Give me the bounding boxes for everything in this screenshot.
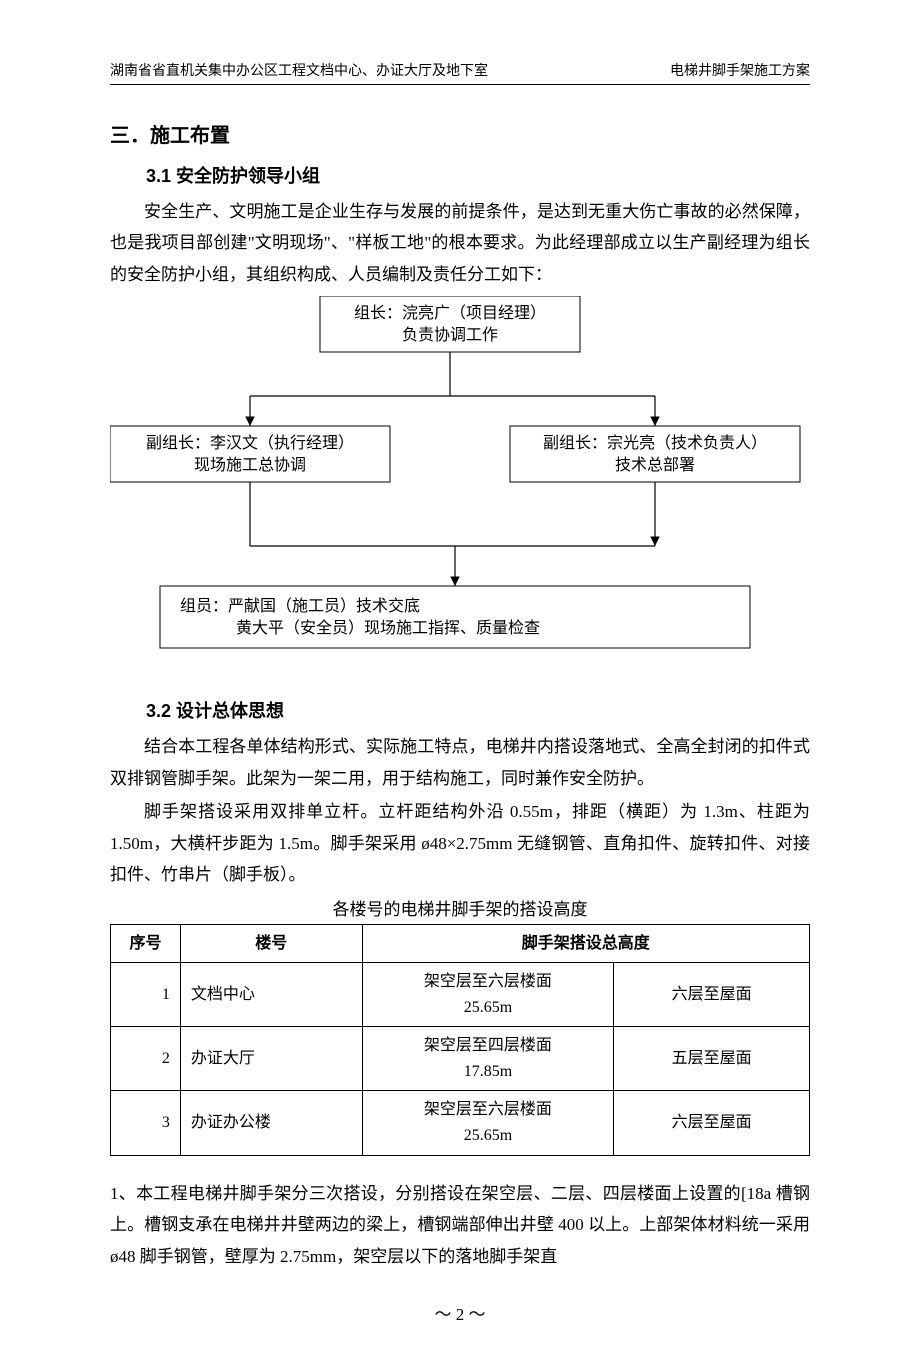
table-row: 3办证办公楼架空层至六层楼面25.65m六层至屋面	[111, 1091, 810, 1155]
cell-building: 办证大厅	[180, 1027, 362, 1091]
section-3-title: 三．施工布置	[110, 119, 810, 148]
table-header-row: 序号 楼号 脚手架搭设总高度	[111, 924, 810, 963]
note-1: 1、本工程电梯井脚手架分三次搭设，分别搭设在架空层、二层、四层楼面上设置的[18…	[110, 1178, 810, 1272]
cell-building: 办证办公楼	[180, 1091, 362, 1155]
cell-seq: 3	[111, 1091, 181, 1155]
page-footer: ～ 2 ～	[110, 1300, 810, 1325]
org-node-left: 副组长：李汉文（执行经理） 现场施工总协调	[110, 426, 390, 482]
svg-text:组长：浣亮广（项目经理）: 组长：浣亮广（项目经理）	[354, 304, 546, 322]
svg-text:副组长：李汉文（执行经理）: 副组长：李汉文（执行经理）	[146, 434, 354, 452]
section-3-1-title: 3.1 安全防护领导小组	[110, 162, 810, 188]
col-building: 楼号	[180, 924, 362, 963]
table-row: 1文档中心架空层至六层楼面25.65m六层至屋面	[111, 963, 810, 1027]
section-3-2-para-1: 结合本工程各单体结构形式、实际施工特点，电梯井内搭设落地式、全高全封闭的扣件式双…	[110, 731, 810, 794]
section-3-2-title: 3.2 设计总体思想	[110, 697, 810, 723]
cell-height-1: 架空层至四层楼面17.85m	[362, 1027, 614, 1091]
section-3-1-paragraph: 安全生产、文明施工是企业生存与发展的前提条件，是达到无重大伤亡事故的必然保障，也…	[110, 196, 810, 290]
org-node-leader: 组长：浣亮广（项目经理） 负责协调工作	[320, 296, 580, 352]
header-left: 湖南省省直机关集中办公区工程文档中心、办证大厅及地下室	[110, 60, 488, 80]
org-chart: 组长：浣亮广（项目经理）负责协调工作副组长：李汉文（执行经理）现场施工总协调副组…	[110, 296, 810, 671]
svg-text:负责协调工作: 负责协调工作	[402, 326, 498, 344]
cell-seq: 1	[111, 963, 181, 1027]
scaffold-height-table: 序号 楼号 脚手架搭设总高度 1文档中心架空层至六层楼面25.65m六层至屋面2…	[110, 924, 810, 1156]
cell-height-2: 六层至屋面	[614, 963, 810, 1027]
cell-height-1: 架空层至六层楼面25.65m	[362, 963, 614, 1027]
col-seq: 序号	[111, 924, 181, 963]
org-node-right: 副组长：宗光亮（技术负责人） 技术总部署	[510, 426, 800, 482]
svg-text:技术总部署: 技术总部署	[615, 456, 695, 474]
page-header: 湖南省省直机关集中办公区工程文档中心、办证大厅及地下室 电梯井脚手架施工方案	[110, 60, 810, 85]
cell-height-1: 架空层至六层楼面25.65m	[362, 1091, 614, 1155]
cell-seq: 2	[111, 1027, 181, 1091]
table-row: 2办证大厅架空层至四层楼面17.85m五层至屋面	[111, 1027, 810, 1091]
table-caption: 各楼号的电梯井脚手架的搭设高度	[110, 895, 810, 920]
cell-building: 文档中心	[180, 963, 362, 1027]
svg-text:黄大平（安全员）现场施工指挥、质量检查: 黄大平（安全员）现场施工指挥、质量检查	[236, 619, 540, 637]
cell-height-2: 六层至屋面	[614, 1091, 810, 1155]
svg-text:组员：严献国（施工员）技术交底: 组员：严献国（施工员）技术交底	[180, 597, 420, 615]
section-3-2-para-2: 脚手架搭设采用双排单立杆。立杆距结构外沿 0.55m，排距（横距）为 1.3m、…	[110, 796, 810, 890]
svg-text:现场施工总协调: 现场施工总协调	[194, 456, 306, 474]
svg-text:副组长：宗光亮（技术负责人）: 副组长：宗光亮（技术负责人）	[543, 434, 767, 452]
cell-height-2: 五层至屋面	[614, 1027, 810, 1091]
org-node-members: 组员：严献国（施工员）技术交底黄大平（安全员）现场施工指挥、质量检查	[160, 586, 750, 648]
header-right: 电梯井脚手架施工方案	[670, 60, 810, 80]
col-height: 脚手架搭设总高度	[362, 924, 809, 963]
